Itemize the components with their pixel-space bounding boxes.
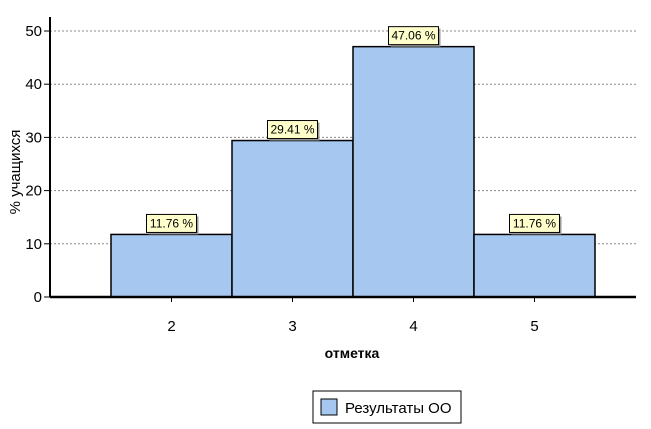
data-label: 11.76 % <box>513 216 556 230</box>
y-tick-label: 40 <box>25 76 42 93</box>
y-axis-title: % учащихся <box>7 130 24 215</box>
data-label-box <box>388 26 439 46</box>
legend: Результаты ОО <box>312 390 462 424</box>
y-tick-label: 10 <box>25 236 42 253</box>
data-label-box <box>509 213 560 233</box>
y-ticks: 0 10 20 30 40 50 <box>25 23 50 306</box>
y-tick-label: 30 <box>25 129 42 146</box>
bars <box>110 45 596 298</box>
legend-label: Результаты ОО <box>345 400 452 417</box>
x-axis-title: отметка <box>325 345 380 361</box>
x-tick-label: 4 <box>409 318 417 335</box>
bar <box>473 233 596 298</box>
x-tick-label: 2 <box>167 318 175 335</box>
bar <box>231 139 354 298</box>
data-label: 11.76 % <box>150 216 193 230</box>
y-tick-label: 0 <box>34 289 42 306</box>
y-tick-label: 20 <box>25 183 42 200</box>
data-label-box <box>146 213 197 233</box>
legend-swatch <box>320 398 338 416</box>
data-labels: 11.76 % 29.41 % 47.06 % 11.76 % <box>146 26 562 235</box>
axes <box>49 17 636 299</box>
bar <box>110 233 233 298</box>
data-label-box <box>267 120 318 140</box>
x-ticks: 2 3 4 5 <box>167 297 539 335</box>
legend-box <box>312 390 462 424</box>
data-label: 47.06 % <box>391 29 435 43</box>
y-tick-label: 50 <box>25 23 42 40</box>
bar <box>352 45 475 298</box>
data-label: 29.41 % <box>270 123 314 137</box>
x-tick-label: 5 <box>530 318 538 335</box>
x-tick-label: 3 <box>288 318 296 335</box>
